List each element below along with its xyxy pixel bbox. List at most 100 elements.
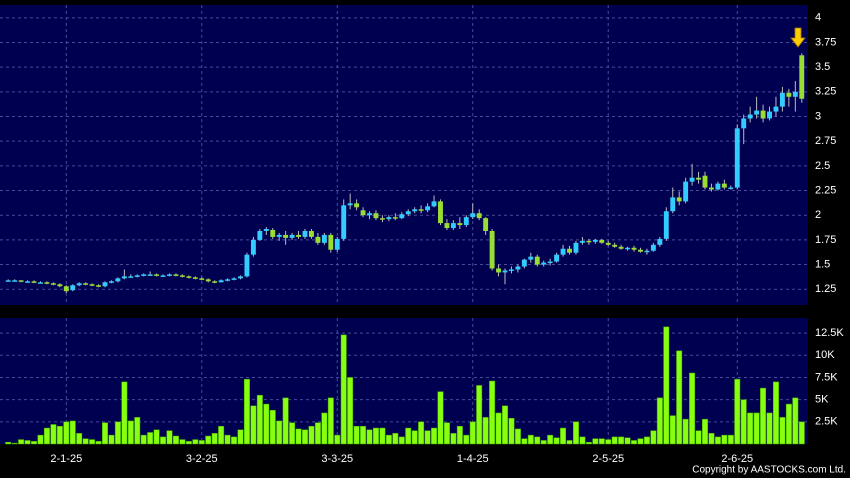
volume-bar — [392, 433, 399, 445]
volume-bar — [527, 434, 534, 445]
candle-body — [199, 278, 205, 280]
candle-body — [792, 91, 798, 97]
candle-body — [483, 218, 489, 231]
volume-bar — [24, 440, 31, 445]
candle-body — [625, 247, 631, 250]
candle-body — [509, 269, 514, 271]
candle-body — [470, 213, 476, 218]
volume-bar — [605, 439, 612, 445]
volume-bar — [611, 436, 618, 445]
candle-body — [179, 275, 185, 277]
volume-tick-label: 7.5K — [815, 371, 838, 383]
candle-body — [115, 278, 121, 282]
candle-body — [418, 209, 424, 211]
candle-body — [83, 283, 89, 285]
candle-body — [450, 223, 456, 229]
volume-bar — [347, 377, 354, 445]
volume-bar — [263, 403, 270, 445]
volume-bar — [727, 434, 734, 445]
volume-bar — [753, 412, 760, 445]
volume-bar — [140, 434, 147, 445]
candle-body — [386, 217, 392, 220]
candle-body — [121, 276, 127, 279]
volume-bar — [469, 421, 476, 445]
candle-body — [283, 234, 289, 238]
candle-body — [599, 239, 605, 243]
candle-body — [773, 106, 779, 112]
candle-body — [12, 280, 18, 282]
volume-bar — [31, 441, 37, 445]
candle-body — [715, 183, 721, 190]
candle-body — [676, 197, 682, 202]
volume-bar — [592, 438, 599, 445]
volume-bar — [476, 385, 483, 445]
candle-body — [50, 283, 56, 285]
candle-body — [134, 275, 140, 277]
volume-bar — [114, 421, 121, 445]
volume-bar — [82, 438, 89, 445]
candle-body — [612, 244, 618, 247]
candle-body — [212, 281, 218, 283]
volume-bar — [269, 410, 276, 445]
volume-bar — [656, 397, 663, 445]
volume-bar — [669, 415, 676, 445]
candle-body — [128, 276, 134, 278]
volume-bar — [760, 387, 767, 445]
candle-body — [747, 114, 753, 119]
latest-arrow — [790, 27, 806, 48]
volume-bar — [798, 421, 805, 445]
y-tick-label: 3.25 — [815, 86, 836, 98]
volume-bar — [37, 434, 44, 445]
price-panel — [0, 5, 808, 305]
volume-bar — [334, 434, 341, 445]
volume-bar — [153, 429, 160, 445]
candle-body — [44, 282, 50, 284]
candle-body — [399, 214, 405, 219]
candle-body — [496, 268, 501, 273]
candle-body — [618, 246, 624, 249]
candle-body — [367, 213, 372, 216]
x-tick-label: 3-2-25 — [186, 453, 218, 465]
volume-bar — [443, 422, 450, 445]
candle-body — [405, 211, 411, 215]
volume-bar — [618, 436, 625, 445]
volume-bar — [237, 429, 244, 445]
volume-bar — [340, 334, 347, 445]
volume-bar — [327, 397, 334, 445]
candle-body — [573, 242, 579, 253]
volume-bar — [734, 378, 741, 445]
candle-body — [263, 229, 269, 231]
candle-body — [289, 234, 295, 238]
volume-bar — [502, 405, 508, 445]
candle-body — [412, 209, 418, 212]
candle-body — [528, 256, 534, 260]
volume-bar — [173, 435, 179, 445]
candle-body — [650, 244, 656, 251]
volume-bar — [289, 422, 296, 445]
candle-body — [799, 55, 805, 99]
volume-bar — [702, 418, 708, 445]
volume-bar — [682, 418, 689, 445]
candle-body — [754, 110, 760, 115]
candle-body — [696, 177, 701, 180]
volume-bar — [192, 439, 199, 445]
volume-bar — [431, 427, 437, 445]
candle-body — [347, 203, 353, 206]
candle-body — [38, 282, 43, 284]
candle-body — [425, 206, 431, 211]
x-tick-label: 2-1-25 — [50, 453, 82, 465]
candle-body — [160, 275, 166, 277]
candle-body — [225, 279, 231, 281]
candle-body — [728, 187, 734, 190]
volume-bar — [540, 440, 547, 445]
candle-body — [734, 128, 740, 188]
candle-body — [670, 197, 676, 212]
volume-tick-label: 10K — [815, 349, 835, 361]
candle-body — [250, 239, 256, 255]
candle-body — [683, 181, 689, 202]
candle-body — [489, 230, 495, 269]
volume-bar — [373, 427, 379, 445]
volume-bar — [566, 440, 573, 445]
candle-body — [521, 259, 527, 267]
